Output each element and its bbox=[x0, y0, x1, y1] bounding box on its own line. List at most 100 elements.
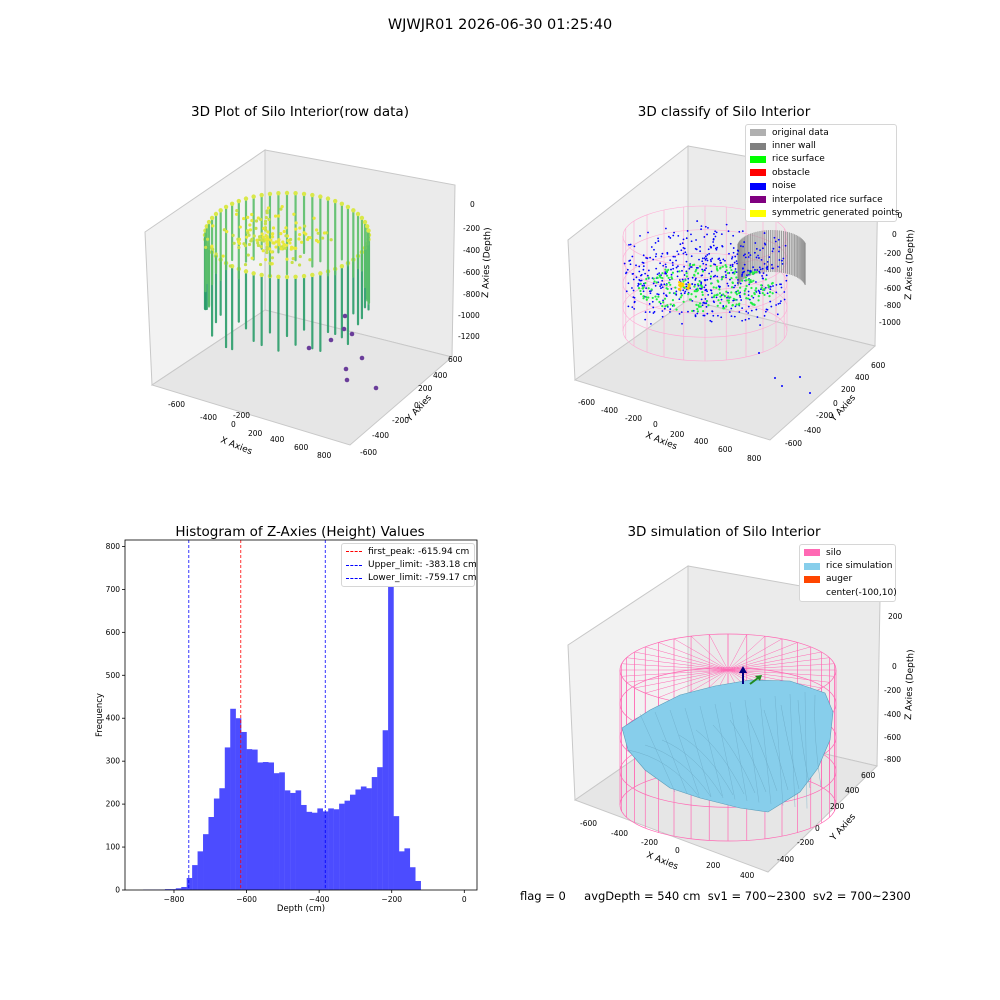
legend-swatch bbox=[804, 549, 820, 557]
legend-swatch bbox=[804, 562, 820, 570]
y-tick-label: 800 bbox=[106, 542, 121, 551]
y-tick-label: 600 bbox=[106, 628, 121, 637]
histogram-bar bbox=[213, 798, 220, 890]
flag-text: flag = 0 bbox=[520, 889, 566, 903]
svg-text:-1200: -1200 bbox=[458, 332, 480, 341]
svg-text:-400: -400 bbox=[611, 829, 628, 838]
classify-y-label: Y Axies bbox=[828, 393, 858, 425]
legend-item: Lower_limit: -759.17 cm bbox=[342, 572, 476, 585]
simulation-axis-ticks: -600 -400 -200 0 200 400 -400 -200 0 200… bbox=[580, 612, 903, 880]
svg-text:0: 0 bbox=[653, 420, 658, 429]
histogram-bar bbox=[230, 708, 236, 890]
auger-arrows bbox=[739, 666, 762, 685]
histogram-y-label: Frequency bbox=[95, 693, 105, 737]
svg-text:-200: -200 bbox=[884, 249, 901, 258]
legend-item: Upper_limit: -383.18 cm bbox=[342, 558, 477, 571]
histogram-bar bbox=[164, 889, 171, 890]
histogram-bar bbox=[344, 800, 351, 890]
simulation-z-label: Z Axies (Depth) bbox=[904, 649, 916, 720]
svg-text:-200: -200 bbox=[625, 414, 642, 423]
svg-text:-200: -200 bbox=[816, 411, 833, 420]
histogram-bar bbox=[409, 867, 416, 890]
histogram-title: Histogram of Z-Axies (Height) Values bbox=[175, 524, 425, 540]
histogram-y-ticks: 0 100 200 300 400 500 600 700 800 bbox=[106, 542, 125, 895]
legend-line bbox=[346, 551, 362, 553]
histogram-bar bbox=[208, 816, 215, 890]
histogram-bar bbox=[268, 762, 274, 890]
histogram-bar bbox=[328, 808, 334, 890]
legend-item: center(-100,10) bbox=[800, 586, 897, 599]
histogram-bar bbox=[339, 803, 345, 890]
svg-text:-800: -800 bbox=[884, 755, 901, 764]
svg-text:200: 200 bbox=[830, 802, 845, 811]
svg-text:-200: -200 bbox=[233, 411, 250, 420]
svg-text:400: 400 bbox=[740, 871, 755, 880]
classify-z-label: Z Axies (Depth) bbox=[904, 229, 916, 300]
svg-text:-200: -200 bbox=[641, 838, 658, 847]
raw-x-label: X Axies bbox=[219, 436, 254, 458]
x-tick-label: −600 bbox=[236, 895, 257, 904]
svg-text:-400: -400 bbox=[884, 710, 901, 719]
y-tick-label: 0 bbox=[115, 886, 120, 895]
svg-text:-600: -600 bbox=[884, 733, 901, 742]
raw-plot-title: 3D Plot of Silo Interior(row data) bbox=[191, 104, 409, 120]
svg-text:-600: -600 bbox=[463, 268, 480, 277]
svg-text:0: 0 bbox=[231, 420, 236, 429]
histogram-bar bbox=[252, 749, 258, 890]
svg-text:200: 200 bbox=[670, 430, 685, 439]
svg-text:200: 200 bbox=[706, 861, 721, 870]
figure-title: WJWJR01 2026-06-30 01:25:40 bbox=[387, 17, 613, 33]
legend-swatch bbox=[750, 169, 766, 177]
histogram-bar bbox=[203, 834, 209, 890]
histogram-bars bbox=[143, 559, 421, 890]
svg-text:0: 0 bbox=[892, 662, 897, 671]
svg-text:-200: -200 bbox=[797, 838, 814, 847]
avg-depth-text: avgDepth = 540 cm bbox=[584, 889, 701, 903]
histogram-bar bbox=[175, 888, 182, 890]
svg-text:-600: -600 bbox=[785, 439, 802, 448]
svg-text:-800: -800 bbox=[463, 290, 480, 299]
svg-text:-400: -400 bbox=[200, 413, 217, 422]
histogram-bar bbox=[290, 792, 296, 890]
svg-text:-400: -400 bbox=[804, 426, 821, 435]
svg-text:-400: -400 bbox=[777, 855, 794, 864]
x-tick-label: −800 bbox=[164, 895, 185, 904]
histogram-bar bbox=[382, 730, 389, 890]
histogram-bar bbox=[284, 790, 291, 890]
svg-text:-1000: -1000 bbox=[458, 311, 480, 320]
legend-item: first_peak: -615.94 cm bbox=[342, 545, 474, 558]
legend-item: inner wall bbox=[746, 139, 896, 152]
svg-text:200: 200 bbox=[841, 385, 856, 394]
histogram-bar bbox=[262, 762, 269, 890]
histogram-bar bbox=[181, 886, 187, 890]
histogram-bar bbox=[317, 808, 323, 890]
svg-text:200: 200 bbox=[888, 612, 903, 621]
legend-item: symmetric generated points bbox=[746, 206, 900, 219]
histogram-bar bbox=[197, 851, 204, 890]
x-tick-label: 0 bbox=[462, 895, 467, 904]
svg-text:-1000: -1000 bbox=[879, 318, 901, 327]
histogram-chart: −800 −600 −400 −200 0 0 100 200 300 400 500 600 700… bbox=[95, 539, 478, 914]
simulation-legend: silo rice simulation auger center(-100,1… bbox=[799, 544, 897, 602]
svg-text:0: 0 bbox=[675, 846, 680, 855]
histogram-bar bbox=[333, 809, 340, 890]
svg-text:-600: -600 bbox=[578, 398, 595, 407]
svg-text:-400: -400 bbox=[372, 431, 389, 440]
histogram-bar bbox=[235, 718, 242, 890]
svg-text:-600: -600 bbox=[360, 448, 377, 457]
sv2-text: sv2 = 700~2300 bbox=[812, 889, 911, 903]
legend-item: original data bbox=[746, 126, 896, 139]
y-tick-label: 500 bbox=[106, 671, 121, 680]
classified-point-cloud bbox=[622, 205, 811, 394]
simulation-y-label: Y Axies bbox=[828, 812, 858, 844]
legend-swatch bbox=[804, 575, 820, 583]
histogram-bar bbox=[279, 772, 285, 890]
histogram-bar bbox=[366, 788, 372, 890]
raw-point-cloud bbox=[202, 190, 379, 391]
svg-text:400: 400 bbox=[694, 437, 709, 446]
legend-swatch bbox=[804, 589, 820, 596]
simulation-plot-title: 3D simulation of Silo Interior bbox=[627, 524, 821, 540]
svg-text:0: 0 bbox=[833, 399, 838, 408]
legend-item: noise bbox=[746, 180, 896, 193]
raw-axis-ticks: -600 -400 -200 0 200 400 600 800 -600 -4… bbox=[168, 200, 480, 460]
